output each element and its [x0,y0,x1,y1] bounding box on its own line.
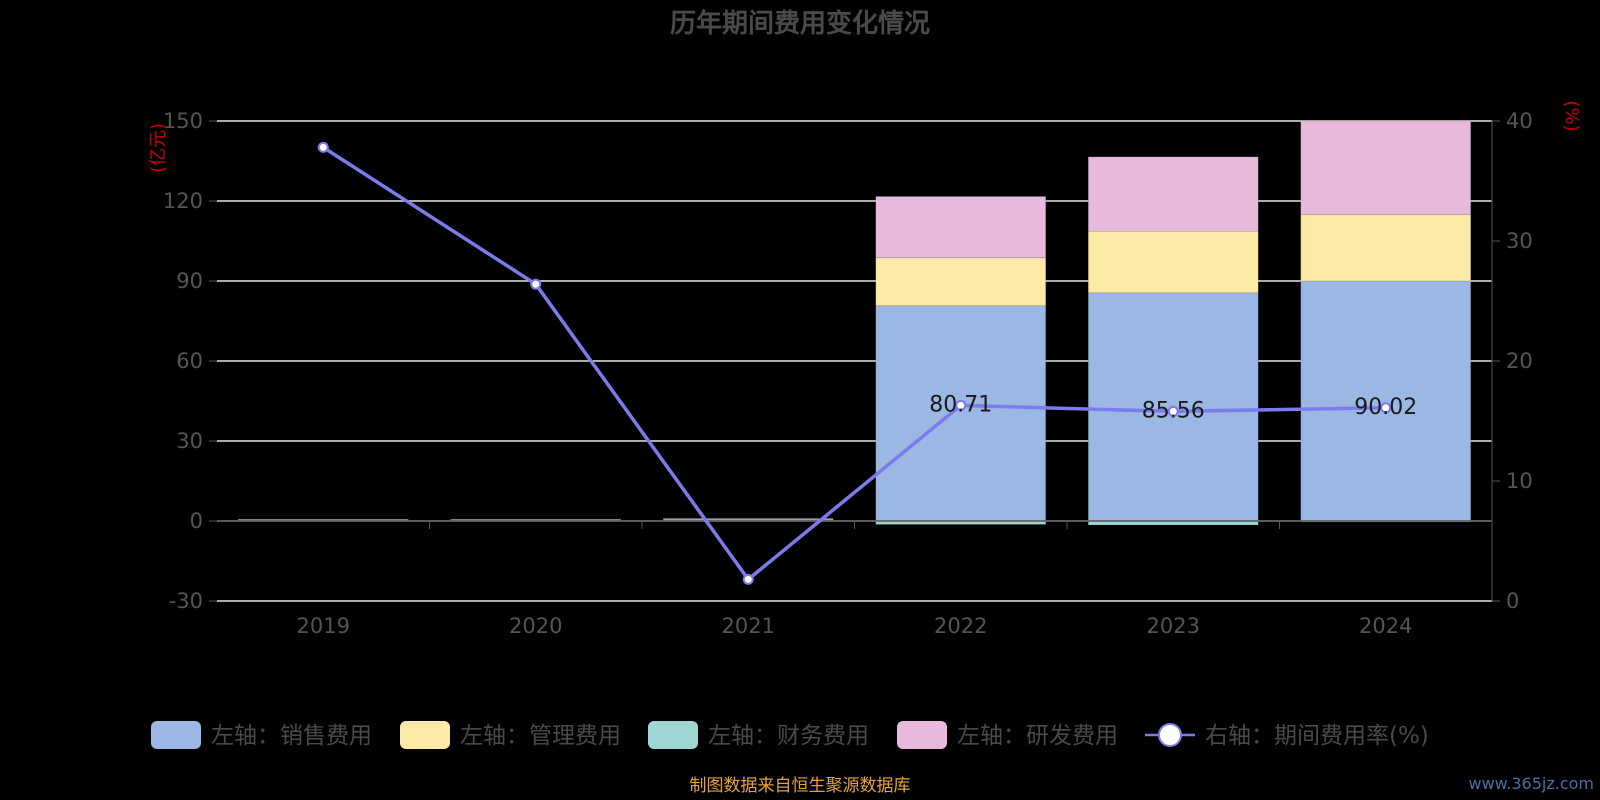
bar-2022-series-0 [875,305,1047,522]
bars [237,120,1472,526]
legend-label: 右轴：期间费用率(%) [1205,723,1429,749]
x-tick-label-2021: 2021 [722,614,775,638]
legend: 左轴：销售费用 左轴：管理费用 左轴：财务费用 左轴：研发费用 右轴：期间费用率(%) [151,721,1429,749]
right-tick-label: 0 [1506,589,1519,613]
rate-point-2020 [530,278,542,290]
legend-marker [1158,723,1182,747]
rate-point-2021 [742,573,754,585]
data-source: 制图数据来自恒生聚源数据库 [690,776,911,796]
bar-2019-series-3 [237,518,409,521]
bar-2024-series-3 [1300,120,1472,215]
expense-rate-polyline [322,145,1386,582]
legend-swatch [648,721,698,749]
x-tick-label-2022: 2022 [934,614,987,638]
legend-item-3[interactable]: 左轴：研发费用 [897,721,1118,749]
legend-item-2[interactable]: 左轴：财务费用 [648,721,869,749]
right-tick-label: 10 [1506,469,1533,493]
legend-swatch [400,721,450,749]
data-label-2022: 80.71 [929,392,992,417]
left-tick-label: 120 [163,189,203,213]
data-label-2023: 85.56 [1142,398,1205,423]
bar-2022-series-3 [875,196,1047,259]
bar-2023-series-3 [1087,156,1259,232]
data-label-2024: 90.02 [1354,395,1417,420]
x-tick-label-2023: 2023 [1147,614,1200,638]
legend-swatch [151,721,201,749]
chart-title: 历年期间费用变化情况 [670,8,930,39]
left-tick-label: 0 [190,509,203,533]
rate-point-2022 [955,399,967,411]
data-labels: 80.71 85.56 90.02 [929,392,1417,423]
rate-point-2023 [1167,405,1179,417]
legend-item-4[interactable]: 右轴：期间费用率(%) [1145,723,1429,749]
legend-label: 左轴：财务费用 [708,723,869,749]
legend-label: 左轴：销售费用 [211,723,372,749]
right-tick-label: 20 [1506,349,1533,373]
right-tick-label: 40 [1506,109,1533,133]
expense-rate-line [317,141,1392,585]
x-tick-label-2024: 2024 [1359,614,1412,638]
legend-label: 左轴：管理费用 [460,723,621,749]
rate-point-2024 [1380,402,1392,414]
legend-item-1[interactable]: 左轴：管理费用 [400,721,621,749]
left-tick-label: 150 [163,109,203,133]
bar-2024-series-1 [1300,213,1472,282]
x-tick-label-2020: 2020 [509,614,562,638]
bar-2021-series-3 [662,518,834,520]
left-tick-label: 60 [176,349,203,373]
x-tick-label-2019: 2019 [297,614,350,638]
axes: -30 0 30 60 90 120 150 0 10 20 30 40 2019 2020 2021 202… [163,109,1533,638]
bar-2022-series-1 [875,257,1047,307]
watermark: www.365jz.com [1468,774,1594,793]
left-tick-label: 90 [176,269,203,293]
left-tick-label: -30 [169,589,203,613]
legend-swatch [897,721,947,749]
right-axis-unit: (%) [1561,100,1582,131]
bar-2023-series-1 [1087,231,1259,294]
legend-item-0[interactable]: 左轴：销售费用 [151,721,372,749]
right-tick-label: 30 [1506,229,1533,253]
rate-point-2019 [317,141,329,153]
legend-label: 左轴：研发费用 [957,723,1118,749]
bar-2020-series-3 [450,518,622,521]
left-tick-label: 30 [176,429,203,453]
left-axis-unit: (亿元) [148,123,169,173]
